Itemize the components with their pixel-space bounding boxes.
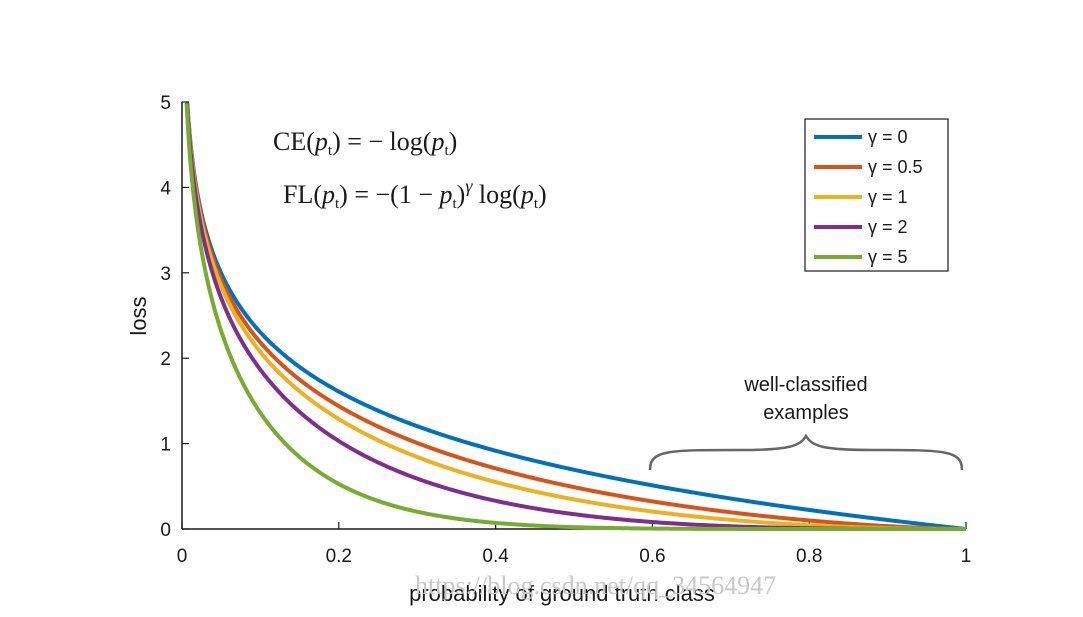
y-tick-label: 3 bbox=[160, 264, 171, 285]
y-tick-label: 1 bbox=[160, 435, 171, 456]
watermark: https://blog.csdn.net/qq_34564947 bbox=[415, 571, 776, 600]
series-lines bbox=[184, 102, 967, 531]
x-axis-label: probability of ground truth class bbox=[409, 581, 715, 606]
x-tick-label: 1 bbox=[961, 546, 972, 567]
y-tick-label: 5 bbox=[160, 93, 171, 114]
legend-label: γ = 1 bbox=[868, 187, 908, 207]
legend: γ = 0 γ = 0.5 γ = 1 γ = 2 γ = 5 bbox=[804, 118, 949, 272]
plot-area: 0 0.2 0.4 0.6 0.8 1 0 1 2 3 4 5 bbox=[160, 93, 971, 567]
x-tick-label: 0.2 bbox=[326, 546, 352, 567]
legend-label: γ = 0 bbox=[868, 127, 908, 147]
x-tick-label: 0.6 bbox=[639, 546, 665, 567]
y-tick-label: 0 bbox=[160, 520, 171, 541]
equation-fl: FL(pt) = −(1 − pt)γ log(pt) bbox=[283, 176, 547, 212]
equation-ce: CE(pt) = − log(pt) bbox=[273, 127, 457, 159]
series-line-gamma-1 bbox=[185, 106, 966, 531]
series-line-gamma-0 bbox=[185, 103, 967, 531]
x-tick-label: 0.8 bbox=[796, 546, 822, 567]
bracket-label-line1: well-classified bbox=[743, 374, 867, 396]
x-tick-label: 0.4 bbox=[482, 546, 509, 567]
legend-items: γ = 0 γ = 0.5 γ = 1 γ = 2 γ = 5 bbox=[814, 127, 923, 267]
legend-label: γ = 0.5 bbox=[868, 157, 923, 177]
y-axis-label: loss bbox=[126, 296, 151, 335]
legend-label: γ = 2 bbox=[868, 217, 908, 237]
y-tick-label: 2 bbox=[160, 349, 171, 370]
legend-label: γ = 5 bbox=[868, 247, 908, 267]
series-line-gamma-0-5 bbox=[185, 104, 967, 531]
bracket-label-line2: examples bbox=[763, 402, 849, 424]
x-tick-label: 0 bbox=[177, 546, 188, 567]
y-tick-label: 4 bbox=[160, 178, 171, 199]
well-classified-bracket bbox=[648, 433, 964, 471]
series-line-gamma-5 bbox=[184, 103, 966, 531]
axis-ticks: 0 0.2 0.4 0.6 0.8 1 0 1 2 3 4 5 bbox=[160, 93, 971, 567]
